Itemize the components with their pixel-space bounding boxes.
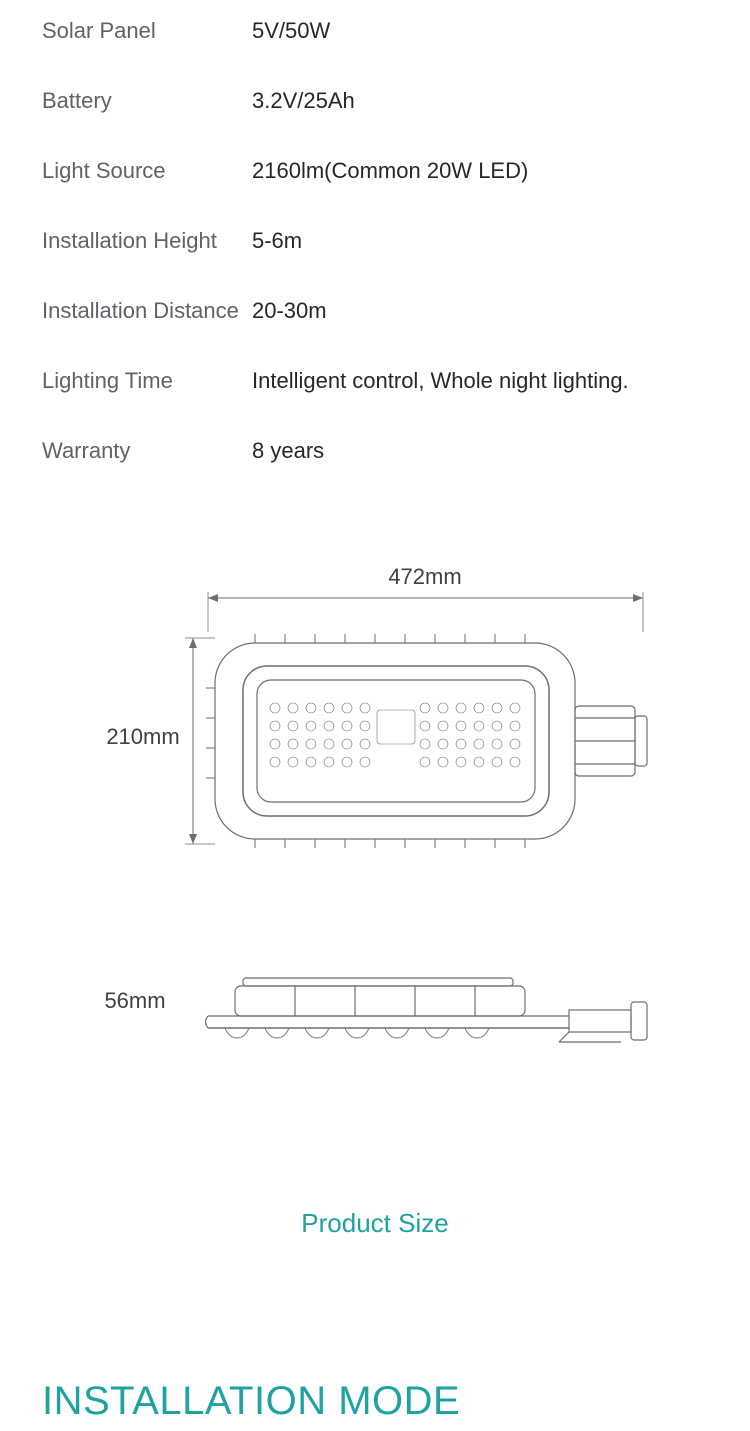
diagram-svg: 472mm 210mm bbox=[65, 568, 685, 1128]
spec-value: Intelligent control, Whole night lightin… bbox=[252, 368, 629, 394]
spec-row: Installation Distance 20-30m bbox=[0, 298, 750, 324]
section-heading-installation: INSTALLATION MODE bbox=[0, 1379, 750, 1424]
product-size-diagram: 472mm 210mm bbox=[0, 508, 750, 1239]
spec-label: Lighting Time bbox=[42, 368, 252, 394]
spec-row: Installation Height 5-6m bbox=[0, 228, 750, 254]
spec-value: 5-6m bbox=[252, 228, 302, 254]
spec-label: Warranty bbox=[42, 438, 252, 464]
spec-value: 2160lm(Common 20W LED) bbox=[252, 158, 528, 184]
dim-height-text: 210mm bbox=[106, 724, 179, 749]
spec-row: Warranty 8 years bbox=[0, 438, 750, 464]
spec-value: 20-30m bbox=[252, 298, 327, 324]
dim-width-text: 472mm bbox=[388, 568, 461, 589]
spec-row: Light Source 2160lm(Common 20W LED) bbox=[0, 158, 750, 184]
spec-value: 5V/50W bbox=[252, 18, 330, 44]
spec-label: Installation Height bbox=[42, 228, 252, 254]
spec-value: 8 years bbox=[252, 438, 324, 464]
spec-row: Battery 3.2V/25Ah bbox=[0, 88, 750, 114]
spec-label: Installation Distance bbox=[42, 298, 252, 324]
spec-value: 3.2V/25Ah bbox=[252, 88, 355, 114]
spec-row: Solar Panel 5V/50W bbox=[0, 18, 750, 44]
spec-row: Lighting Time Intelligent control, Whole… bbox=[0, 368, 750, 394]
diagram-caption: Product Size bbox=[42, 1208, 708, 1239]
spec-label: Battery bbox=[42, 88, 252, 114]
spec-label: Solar Panel bbox=[42, 18, 252, 44]
dim-depth-text: 56mm bbox=[104, 988, 165, 1013]
spec-label: Light Source bbox=[42, 158, 252, 184]
